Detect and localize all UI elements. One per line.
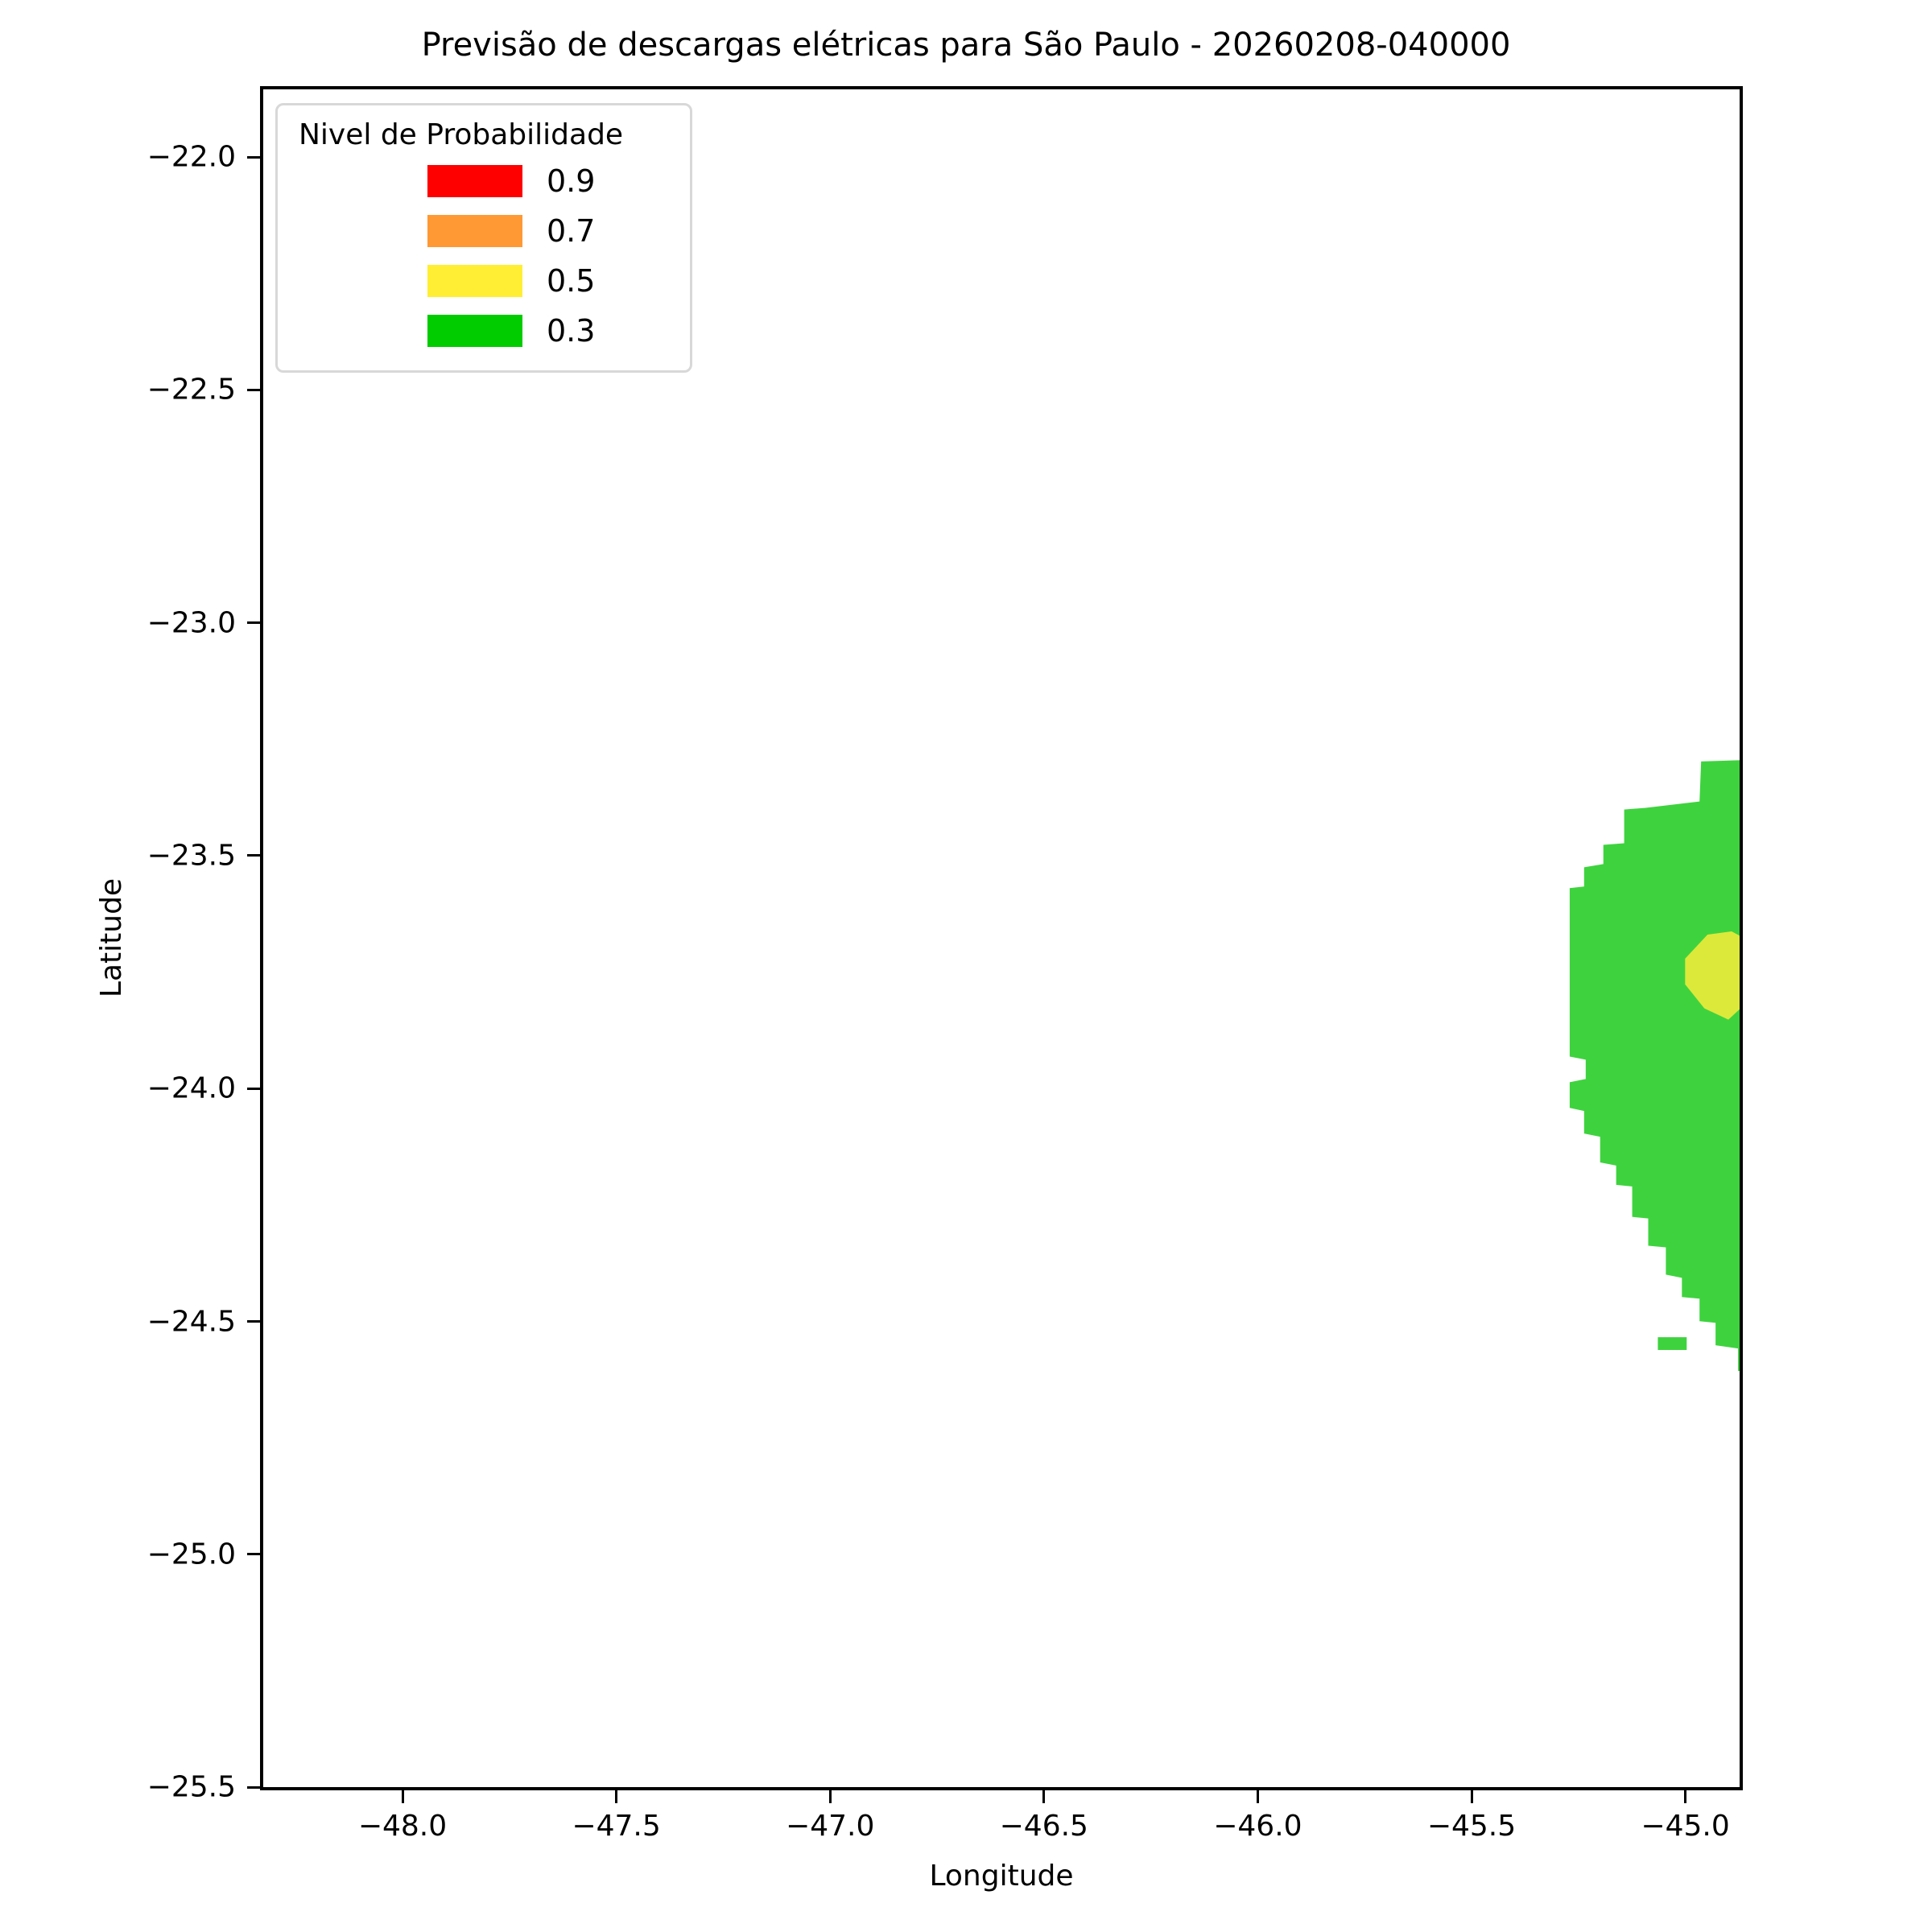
y-tick-mark: [247, 1087, 260, 1090]
y-tick-label: −24.0: [147, 1071, 236, 1105]
legend-entry[interactable]: 0.7: [292, 206, 675, 256]
regions-group: [1569, 760, 1740, 1371]
probability-region: [1657, 1337, 1687, 1351]
y-tick-mark: [247, 155, 260, 159]
probability-region: [1685, 931, 1740, 1020]
y-tick-mark: [247, 854, 260, 857]
x-tick-mark: [1042, 1790, 1046, 1803]
legend-entry[interactable]: 0.9: [292, 156, 675, 206]
legend-entry[interactable]: 0.5: [292, 256, 675, 306]
legend-entry-label: 0.7: [547, 213, 596, 249]
legend-box[interactable]: Nivel de Probabilidade 0.9 0.7 0.5 0.3: [275, 103, 692, 373]
x-tick-mark: [828, 1790, 832, 1803]
x-tick-label: −46.5: [999, 1810, 1088, 1843]
y-tick-label: −22.0: [147, 140, 236, 174]
x-axis-label: Longitude: [929, 1860, 1074, 1893]
y-axis-label: Latitude: [95, 877, 128, 998]
color-swatch-icon: [427, 265, 522, 297]
x-tick-label: −47.0: [786, 1810, 875, 1843]
y-tick-label: −23.5: [147, 839, 236, 873]
y-tick-mark: [247, 1553, 260, 1556]
x-tick-mark: [401, 1790, 404, 1803]
y-tick-label: −22.5: [147, 373, 236, 407]
x-tick-label: −45.0: [1641, 1810, 1730, 1843]
y-tick-mark: [247, 388, 260, 391]
color-swatch-icon: [427, 315, 522, 347]
legend-entries: 0.9 0.7 0.5 0.3: [292, 156, 675, 356]
color-swatch-icon: [427, 215, 522, 247]
x-tick-mark: [1684, 1790, 1687, 1803]
y-tick-mark: [247, 621, 260, 625]
x-tick-mark: [1470, 1790, 1473, 1803]
x-tick-mark: [615, 1790, 618, 1803]
plot-area: [263, 89, 1740, 1787]
x-tick-mark: [1256, 1790, 1259, 1803]
y-tick-mark: [247, 1320, 260, 1323]
y-tick-label: −25.5: [147, 1770, 236, 1804]
y-tick-label: −25.0: [147, 1538, 236, 1571]
x-tick-label: −47.5: [572, 1810, 661, 1843]
color-swatch-icon: [427, 165, 522, 197]
legend-title: Nivel de Probabilidade: [299, 118, 624, 151]
legend-entry-label: 0.3: [547, 313, 596, 349]
probability-regions-layer: [1569, 760, 1740, 1371]
y-tick-label: −24.5: [147, 1305, 236, 1338]
legend-entry[interactable]: 0.3: [292, 306, 675, 356]
probability-region: [1569, 760, 1740, 1371]
legend-entry-label: 0.9: [547, 163, 596, 199]
legend-entry-label: 0.5: [547, 263, 596, 299]
x-tick-label: −48.0: [357, 1810, 448, 1843]
x-tick-label: −45.5: [1426, 1810, 1517, 1843]
y-tick-label: −23.0: [147, 606, 236, 640]
x-tick-label: −46.0: [1213, 1810, 1302, 1843]
y-tick-mark: [247, 1785, 260, 1789]
page-title: Previsão de descargas elétricas para São…: [421, 27, 1511, 64]
